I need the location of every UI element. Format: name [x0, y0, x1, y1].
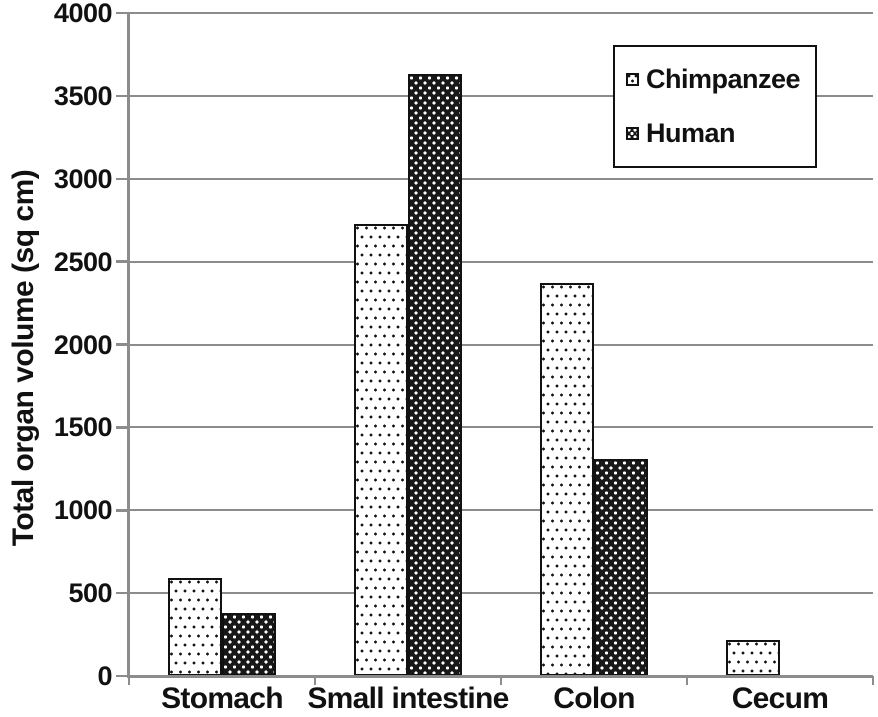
x-axis-label-colon: Colon: [553, 682, 635, 715]
legend-label-human: Human: [646, 118, 736, 148]
y-tick-label-1000: 1000: [53, 495, 113, 526]
gridline-2000: [129, 343, 873, 346]
legend: Chimpanzee Human: [613, 45, 817, 168]
x-axis-tick: [127, 676, 131, 685]
bar-chimpanzee-cecum: [726, 639, 780, 676]
gridline-4000: [129, 12, 873, 14]
y-axis-tick-3500: [116, 94, 129, 98]
gridline-1000: [129, 509, 873, 512]
x-axis-tick: [499, 676, 503, 685]
y-axis-tick-2500: [116, 260, 129, 263]
bar-chimpanzee-small-intestine: [354, 223, 408, 676]
gridline-3000: [129, 177, 873, 180]
y-tick-label-4000: 4000: [53, 0, 113, 28]
gridline-3500: [129, 94, 873, 97]
y-axis-tick-4000: [116, 11, 129, 15]
gridline-1500: [129, 426, 873, 429]
y-tick-label-2500: 2500: [53, 246, 113, 277]
x-axis-label-stomach: Stomach: [161, 682, 283, 715]
y-axis-tick-500: [116, 591, 129, 595]
bar-chimpanzee-stomach: [168, 578, 222, 676]
bar-human-colon: [594, 458, 648, 676]
bar-human-stomach: [222, 613, 276, 676]
y-tick-label-500: 500: [68, 578, 112, 609]
legend-swatch-human-icon: [626, 127, 639, 140]
gridline-2500: [129, 260, 873, 263]
bar-chimpanzee-colon: [540, 283, 594, 676]
bar-human-small-intestine: [408, 74, 462, 676]
legend-item-chimpanzee: Chimpanzee: [626, 66, 815, 93]
gridline-500: [129, 592, 873, 595]
y-axis-tick-0: [116, 674, 129, 678]
y-axis-tick-1500: [116, 426, 129, 429]
y-tick-label-0: 0: [97, 661, 112, 691]
x-axis-label-small-intestine: Small intestine: [307, 682, 509, 715]
y-axis-tick-3000: [116, 177, 129, 180]
y-axis-tick-1000: [116, 509, 129, 512]
y-tick-label-1500: 1500: [53, 412, 113, 443]
y-tick-label-3500: 3500: [53, 80, 113, 111]
legend-swatch-chimpanzee-icon: [626, 73, 639, 86]
x-axis-tick: [871, 676, 875, 685]
x-axis-tick: [313, 676, 317, 685]
x-axis-label-cecum: Cecum: [731, 682, 829, 715]
y-tick-label-2000: 2000: [53, 329, 113, 360]
legend-label-chimpanzee: Chimpanzee: [646, 64, 801, 94]
legend-item-human: Human: [626, 120, 815, 147]
y-tick-label-3000: 3000: [53, 163, 113, 194]
y-axis-tick-2000: [116, 343, 129, 346]
x-axis-tick: [685, 676, 689, 685]
